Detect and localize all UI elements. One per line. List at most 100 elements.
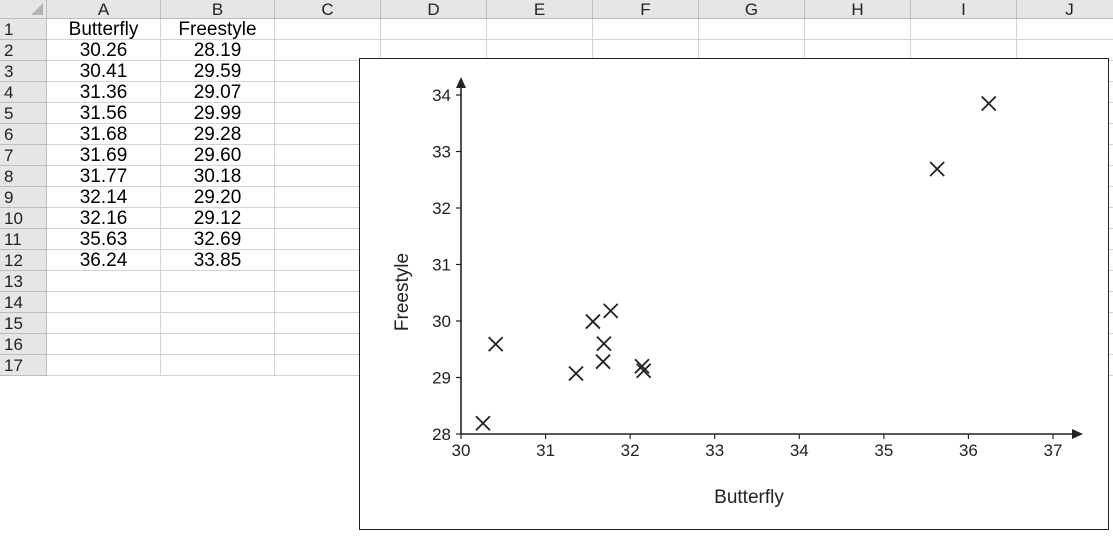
x-tick-label: 37 [1044, 441, 1063, 460]
y-tick-label: 33 [432, 143, 451, 162]
cell-a2[interactable]: 30.26 [47, 40, 161, 61]
chart-ticks: 30 31 32 33 34 35 36 37 28 29 30 31 32 33 34 [432, 86, 1062, 460]
cell-a14[interactable] [47, 292, 161, 313]
data-point-marker [585, 313, 601, 330]
cell-a13[interactable] [47, 271, 161, 292]
y-tick-label: 28 [432, 425, 451, 444]
data-point-marker [596, 335, 612, 352]
row-header-15[interactable]: 15 [0, 313, 47, 334]
cell-a10[interactable]: 32.16 [47, 208, 161, 229]
cell-a11[interactable]: 35.63 [47, 229, 161, 250]
row-header-13[interactable]: 13 [0, 271, 47, 292]
x-tick-label: 34 [790, 441, 809, 460]
x-tick-label: 31 [536, 441, 555, 460]
cell-a16[interactable] [47, 334, 161, 355]
cell-a17[interactable] [47, 355, 161, 376]
cell-d1[interactable] [381, 19, 487, 40]
cell-a5[interactable]: 31.56 [47, 103, 161, 124]
cell-i1[interactable] [911, 19, 1017, 40]
data-point-marker [634, 358, 650, 374]
row-header-8[interactable]: 8 [0, 166, 47, 187]
cell-a8[interactable]: 31.77 [47, 166, 161, 187]
row-header-4[interactable]: 4 [0, 82, 47, 103]
row-header-16[interactable]: 16 [0, 334, 47, 355]
x-tick-label: 32 [621, 441, 640, 460]
cell-b16[interactable] [161, 334, 275, 355]
y-tick-label: 30 [432, 312, 451, 331]
cell-a6[interactable]: 31.68 [47, 124, 161, 145]
cell-h1[interactable] [805, 19, 911, 40]
cell-b7[interactable]: 29.60 [161, 145, 275, 166]
column-header-b[interactable]: B [161, 0, 275, 19]
select-all-corner[interactable] [0, 0, 47, 19]
cell-b17[interactable] [161, 355, 275, 376]
row-header-14[interactable]: 14 [0, 292, 47, 313]
cell-b4[interactable]: 29.07 [161, 82, 275, 103]
column-header-c[interactable]: C [275, 0, 381, 19]
data-point-marker [636, 363, 652, 379]
cell-b11[interactable]: 32.69 [161, 229, 275, 250]
x-tick-label: 30 [452, 441, 471, 460]
column-header-i[interactable]: I [911, 0, 1017, 19]
row-header-9[interactable]: 9 [0, 187, 47, 208]
cell-a12[interactable]: 36.24 [47, 250, 161, 271]
cell-e1[interactable] [487, 19, 593, 40]
cell-b14[interactable] [161, 292, 275, 313]
cell-c1[interactable] [275, 19, 381, 40]
cell-a15[interactable] [47, 313, 161, 334]
column-header-h[interactable]: H [805, 0, 911, 19]
row-header-6[interactable]: 6 [0, 124, 47, 145]
cell-j1[interactable] [1017, 19, 1113, 40]
cell-f1[interactable] [593, 19, 699, 40]
data-point-marker [981, 95, 997, 112]
cell-g1[interactable] [699, 19, 805, 40]
cell-b13[interactable] [161, 271, 275, 292]
y-axis-arrow-icon [456, 77, 466, 88]
chart-axes [456, 77, 1083, 439]
cell-b9[interactable]: 29.20 [161, 187, 275, 208]
cell-b5[interactable]: 29.99 [161, 103, 275, 124]
data-point-marker [603, 303, 619, 319]
cell-a1[interactable]: Butterfly [47, 19, 161, 40]
row-header-1[interactable]: 1 [0, 19, 47, 40]
data-point-marker [568, 365, 584, 382]
column-header-g[interactable]: G [699, 0, 805, 19]
cell-b1[interactable]: Freestyle [161, 19, 275, 40]
cell-b6[interactable]: 29.28 [161, 124, 275, 145]
data-point-marker [475, 415, 491, 431]
x-axis-arrow-icon [1072, 429, 1083, 439]
row-header-10[interactable]: 10 [0, 208, 47, 229]
cell-b10[interactable]: 29.12 [161, 208, 275, 229]
data-point-marker [488, 336, 504, 352]
row-header-11[interactable]: 11 [0, 229, 47, 250]
cell-b2[interactable]: 28.19 [161, 40, 275, 61]
column-header-e[interactable]: E [487, 0, 593, 19]
cell-c2[interactable] [275, 40, 381, 61]
cell-b3[interactable]: 29.59 [161, 61, 275, 82]
column-header-d[interactable]: D [381, 0, 487, 19]
x-tick-label: 33 [705, 441, 724, 460]
data-point-marker [929, 161, 945, 177]
row-header-5[interactable]: 5 [0, 103, 47, 124]
y-tick-label: 31 [432, 256, 451, 275]
cell-b8[interactable]: 30.18 [161, 166, 275, 187]
column-header-f[interactable]: F [593, 0, 699, 19]
row-header-3[interactable]: 3 [0, 61, 47, 82]
row-header-2[interactable]: 2 [0, 40, 47, 61]
cell-a3[interactable]: 30.41 [47, 61, 161, 82]
column-header-a[interactable]: A [47, 0, 161, 19]
select-all-triangle-icon [31, 3, 43, 15]
cell-a9[interactable]: 32.14 [47, 187, 161, 208]
cell-a4[interactable]: 31.36 [47, 82, 161, 103]
chart-points [475, 95, 997, 431]
y-axis-title: Freestyle [392, 253, 413, 331]
scatter-chart[interactable]: 30 31 32 33 34 35 36 37 28 29 30 31 32 33 34 Butterfly… [359, 58, 1109, 530]
column-header-j[interactable]: J [1017, 0, 1113, 19]
cell-b12[interactable]: 33.85 [161, 250, 275, 271]
row-header-12[interactable]: 12 [0, 250, 47, 271]
row-header-7[interactable]: 7 [0, 145, 47, 166]
cell-b15[interactable] [161, 313, 275, 334]
cell-a7[interactable]: 31.69 [47, 145, 161, 166]
row-header-17[interactable]: 17 [0, 355, 47, 376]
